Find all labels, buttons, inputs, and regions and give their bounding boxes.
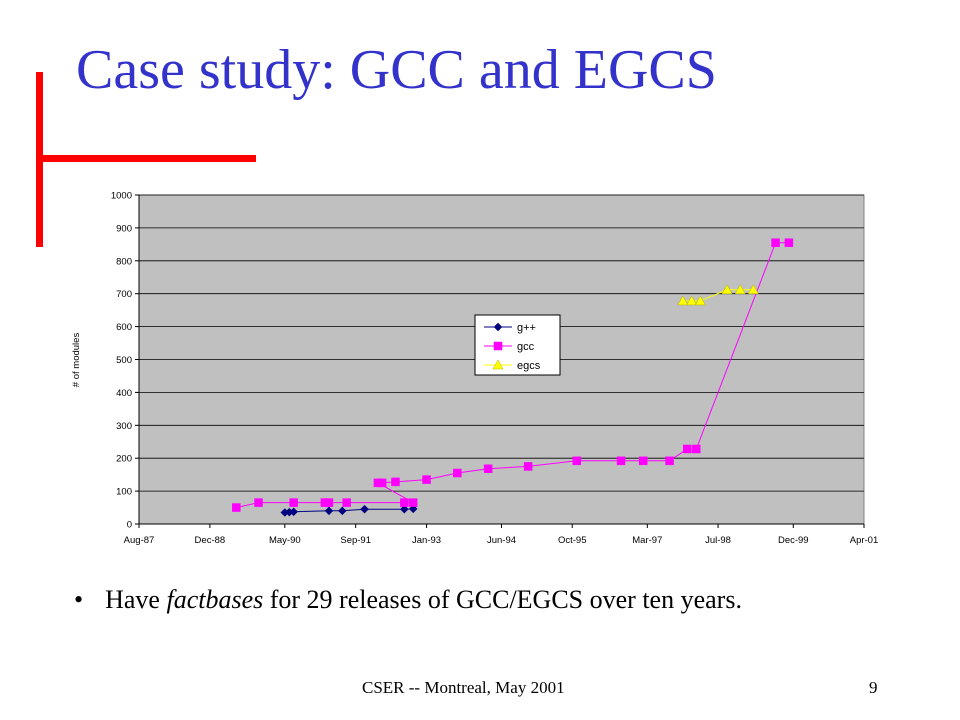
data-point-gcc (289, 498, 298, 507)
data-point-egcs (721, 284, 733, 295)
x-tick-label: Aug-87 (124, 535, 155, 546)
data-point-egcs (734, 284, 746, 295)
x-tick-label: Mar-97 (632, 535, 662, 546)
data-point-gcc (638, 456, 648, 466)
x-tick-label: Jul-98 (705, 535, 731, 546)
data-point-egcs (686, 295, 698, 306)
data-point-g (408, 504, 418, 514)
bullet-text-start: Have (105, 585, 167, 614)
y-ticks: 0 100 200 300 400 500 600 700 800 900 1000 (111, 191, 139, 531)
data-point-gcc (683, 444, 692, 454)
data-point-gcc (616, 456, 626, 466)
data-point-g (289, 507, 299, 517)
data-point-gcc (254, 498, 263, 507)
y-tick-label: 600 (116, 322, 132, 333)
legend-label-egcs: egcs (517, 360, 541, 372)
data-point-gcc (453, 468, 462, 478)
data-point-gcc (377, 478, 387, 488)
data-point-gcc (572, 456, 581, 466)
modules-chart: 0 100 200 300 400 500 600 700 800 900 1000 Aug-87 D… (71, 191, 879, 547)
y-tick-label: 0 (127, 520, 132, 531)
series-g (280, 504, 418, 517)
data-point-egcs (677, 295, 689, 306)
bullet-text-italic: factbases (166, 585, 264, 614)
data-point-gcc (324, 498, 334, 507)
y-tick-label: 100 (116, 487, 132, 498)
footer-text: CSER -- Montreal, May 2001 (362, 678, 565, 697)
y-tick-label: 900 (116, 223, 132, 234)
data-point-gcc (391, 477, 400, 487)
slide-title: Case study: GCC and EGCS (76, 39, 717, 101)
data-point-gcc (665, 456, 674, 466)
data-point-gcc (400, 498, 409, 507)
data-point-gcc (784, 238, 794, 247)
data-point-g (360, 504, 369, 514)
y-tick-label: 400 (116, 388, 132, 399)
bullet-text-end: for 29 releases of GCC/EGCS over ten yea… (263, 585, 742, 614)
page-number: 9 (869, 678, 878, 697)
data-point-egcs (747, 284, 759, 295)
x-tick-label: Jun-94 (487, 535, 516, 546)
legend-marker-gcc (493, 341, 503, 351)
legend-marker-g (493, 322, 503, 332)
series-egcs (677, 284, 759, 306)
x-tick-label: Apr-01 (850, 535, 879, 546)
data-point-gcc (692, 444, 701, 454)
data-point-gcc (342, 498, 351, 507)
data-point-g (399, 504, 409, 514)
data-point-gcc (483, 464, 493, 473)
legend-item-g: g++ (484, 322, 536, 334)
data-point-gcc (408, 498, 418, 507)
y-axis-label: # of modules (71, 333, 82, 388)
bullet-item: • Have factbases for 29 releases of GCC/E… (74, 585, 742, 615)
bullet-symbol: • (74, 585, 84, 614)
x-tick-label: Oct-95 (558, 535, 587, 546)
y-tick-label: 800 (116, 256, 132, 267)
data-point-gcc (771, 238, 780, 247)
legend: g++ gcc egcs (474, 314, 561, 376)
series-layer (232, 238, 794, 517)
legend-label-g: g++ (517, 322, 536, 334)
y-tick-label: 500 (116, 355, 132, 366)
data-point-g (324, 506, 334, 516)
data-point-gcc (422, 475, 431, 484)
series-gcc (232, 238, 794, 512)
data-point-gcc (523, 462, 533, 471)
data-point-gcc (232, 503, 241, 512)
data-point-g (337, 506, 347, 516)
x-tick-label: Dec-88 (195, 535, 226, 546)
legend-item-egcs: egcs (484, 359, 541, 372)
data-point-egcs (694, 295, 706, 306)
legend-marker-egcs (492, 359, 504, 370)
x-tick-label: Jan-93 (412, 535, 441, 546)
y-tick-label: 200 (116, 454, 132, 465)
accent-bar-horizontal (36, 155, 256, 162)
legend-item-gcc: gcc (484, 341, 535, 353)
x-tick-label: Dec-99 (778, 535, 809, 546)
y-tick-label: 700 (116, 289, 132, 300)
x-tick-label: Sep-91 (340, 535, 371, 546)
y-tick-label: 1000 (111, 191, 132, 202)
x-tick-label: May-90 (269, 535, 301, 546)
x-ticks: Aug-87 Dec-88 May-90 Sep-91 Jan-93 Jun-94 Oct-… (124, 524, 879, 546)
legend-label-gcc: gcc (517, 341, 535, 353)
y-tick-label: 300 (116, 421, 132, 432)
